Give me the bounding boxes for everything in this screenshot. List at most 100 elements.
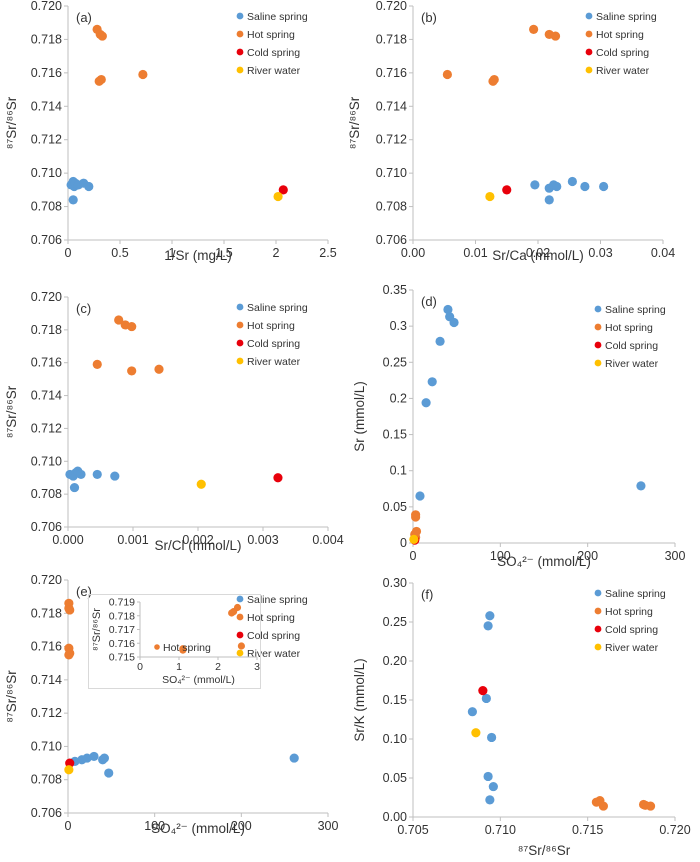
data-point-saline xyxy=(110,471,120,481)
legend-label: Cold spring xyxy=(247,47,300,59)
x-tick-label: 0.03 xyxy=(588,246,612,260)
y-axis-label: Sr (mmol/L) xyxy=(352,381,367,452)
legend-label: Cold spring xyxy=(247,630,300,642)
x-axis-label: SO₄²⁻ (mmol/L) xyxy=(151,821,245,836)
data-point-saline xyxy=(99,753,109,763)
data-point-cold xyxy=(502,185,512,195)
legend-marker-hot xyxy=(236,30,244,38)
y-tick-label: 0.720 xyxy=(376,0,407,13)
x-tick-label: 2 xyxy=(273,246,280,260)
data-point-saline xyxy=(289,753,299,763)
y-tick-label: 0.25 xyxy=(383,355,407,369)
legend-marker-saline xyxy=(594,589,602,597)
y-tick-label: 0.720 xyxy=(31,573,62,587)
y-tick-label: 0.05 xyxy=(383,500,407,514)
data-point-river xyxy=(485,191,495,202)
inset-x-tick-label: 0 xyxy=(137,661,143,673)
x-tick-label: 0 xyxy=(65,819,72,833)
y-tick-label: 0.718 xyxy=(31,32,62,46)
legend-label: River water xyxy=(247,356,301,368)
legend-marker-hot xyxy=(236,321,244,329)
x-tick-label: 0.000 xyxy=(52,533,83,547)
y-tick-label: 0.708 xyxy=(376,200,407,214)
y-tick-label: 0.714 xyxy=(31,673,62,687)
x-tick-label: 0.01 xyxy=(463,246,487,260)
legend-marker-cold xyxy=(236,48,244,56)
x-axis-label: 1/Sr (mg/L) xyxy=(164,248,232,263)
data-point-river xyxy=(273,191,283,202)
data-point-saline xyxy=(530,180,540,190)
y-tick-label: 0.718 xyxy=(31,323,62,337)
data-point-hot xyxy=(127,366,137,376)
legend-label: Saline spring xyxy=(605,588,666,600)
data-point-saline xyxy=(552,181,562,192)
data-point-river xyxy=(409,534,419,544)
y-tick-label: 0.718 xyxy=(31,606,62,620)
chart-panel-b: 0.706 0.708 0.710 0.712 0.714 0.716 0.718 0.720… xyxy=(347,0,675,263)
x-tick-label: 300 xyxy=(318,819,339,833)
data-point-saline xyxy=(487,732,497,743)
data-point-saline xyxy=(104,768,114,778)
y-tick-label: 0.708 xyxy=(31,487,62,501)
inset-data-point-hot xyxy=(179,646,187,654)
x-tick-label: 2.5 xyxy=(319,246,336,260)
x-tick-label: 200 xyxy=(231,819,252,833)
y-tick-label: 0.716 xyxy=(31,640,62,654)
legend-label: River water xyxy=(247,65,301,77)
y-tick-label: 0.714 xyxy=(31,389,62,403)
data-point-hot xyxy=(97,31,107,41)
y-axis-label: ⁸⁷Sr/⁸⁶Sr xyxy=(4,96,19,149)
legend-marker-hot xyxy=(594,323,602,331)
y-tick-label: 0.30 xyxy=(383,576,407,590)
legend-label: Cold spring xyxy=(605,340,658,352)
data-point-saline xyxy=(82,753,92,763)
data-point-saline xyxy=(449,317,459,328)
y-tick-label: 0.720 xyxy=(31,0,62,13)
data-point-saline xyxy=(435,336,445,346)
data-point-cold xyxy=(278,185,288,195)
y-axis-label: ⁸⁷Sr/⁸⁶Sr xyxy=(4,670,19,723)
legend-label: Saline spring xyxy=(247,594,308,606)
y-tick-label: 0.25 xyxy=(383,615,407,629)
legend-marker-hot xyxy=(236,613,244,621)
x-axis-label: ⁸⁷Sr/⁸⁶Sr xyxy=(518,843,571,858)
legend-label: Saline spring xyxy=(605,304,666,316)
y-tick-label: 0.05 xyxy=(383,771,407,785)
data-point-saline xyxy=(92,469,102,480)
y-tick-label: 0.15 xyxy=(383,693,407,707)
x-tick-label: 0 xyxy=(65,246,72,260)
inset-x-axis-label: SO₄²⁻ (mmol/L) xyxy=(162,674,235,686)
data-point-saline xyxy=(415,491,425,501)
y-tick-label: 0.720 xyxy=(31,290,62,304)
x-tick-label: 0.004 xyxy=(312,533,343,547)
legend-marker-cold xyxy=(594,341,602,349)
y-tick-label: 0 xyxy=(400,536,407,550)
inset-data-point-hot xyxy=(237,642,245,650)
legend-label: Saline spring xyxy=(247,11,308,23)
y-tick-label: 0.20 xyxy=(383,654,407,668)
legend-label: River water xyxy=(605,358,659,370)
x-tick-label: 0.710 xyxy=(485,823,516,837)
legend-label: Saline spring xyxy=(247,302,308,314)
legend-marker-river xyxy=(236,649,244,657)
legend-label: Cold spring xyxy=(596,47,649,59)
data-point-saline xyxy=(485,611,495,621)
panel-label: (c) xyxy=(76,301,91,316)
x-tick-label: 100 xyxy=(144,819,165,833)
data-point-cold xyxy=(273,473,283,483)
chart-panel-f: 0.00 0.05 0.10 0.15 0.20 0.25 0.30 0.705 0.710 0.… xyxy=(352,576,691,858)
panel-label: (a) xyxy=(76,10,92,25)
legend-marker-saline xyxy=(585,12,593,20)
data-point-hot xyxy=(411,512,421,522)
x-tick-label: 0.720 xyxy=(659,823,690,837)
legend-label: Hot spring xyxy=(247,612,295,624)
x-tick-label: 0.003 xyxy=(247,533,278,547)
chart-panel-e: 0.706 0.708 0.710 0.712 0.714 0.716 0.718 0.720… xyxy=(4,573,338,836)
legend-marker-river xyxy=(585,66,593,74)
data-point-river xyxy=(471,728,481,738)
data-point-hot xyxy=(64,650,74,660)
y-tick-label: 0.710 xyxy=(31,739,62,753)
inset-y-axis-label: ⁸⁷Sr/⁸⁶Sr xyxy=(91,608,103,651)
y-tick-label: 0.706 xyxy=(31,806,62,820)
